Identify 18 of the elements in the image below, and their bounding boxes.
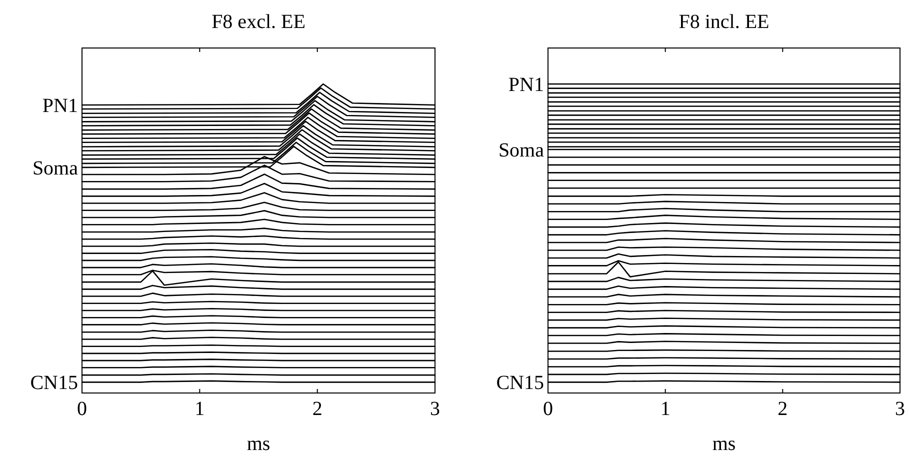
series-label: Soma <box>498 140 544 162</box>
x-tick-label: 3 <box>895 398 905 420</box>
x-tick-label: 1 <box>660 398 670 420</box>
series-label: PN1 <box>508 74 544 96</box>
x-axis-title: ms <box>246 433 270 455</box>
series-label: Soma <box>32 157 78 180</box>
x-tick-label: 0 <box>543 398 553 420</box>
x-tick-label: 1 <box>194 398 205 420</box>
series-label: CN15 <box>30 372 78 394</box>
chart-title: F8 incl. EE <box>678 11 770 33</box>
x-axis-title: ms <box>712 433 736 455</box>
x-tick-label: 3 <box>430 398 440 420</box>
series-label: CN15 <box>496 372 544 394</box>
x-tick-label: 0 <box>77 398 87 420</box>
chart-title: F8 excl. EE <box>212 11 306 33</box>
series-label: PN1 <box>42 95 78 118</box>
x-tick-label: 2 <box>312 398 322 420</box>
x-tick-label: 2 <box>778 398 788 420</box>
